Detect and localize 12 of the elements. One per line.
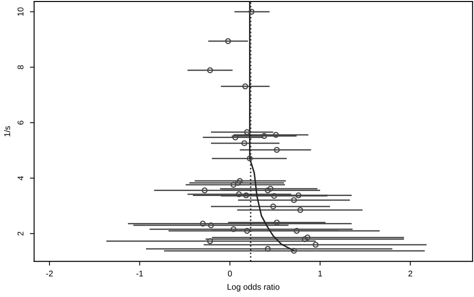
x-tick-label: 2 (408, 270, 412, 276)
x-tick-label: 0 (228, 270, 232, 277)
x-axis-title: Log odds ratio (228, 284, 280, 292)
y-tick-label: 10 (18, 7, 24, 16)
x-tick-label: -1 (136, 270, 143, 276)
y-tick-label: 8 (18, 65, 24, 70)
y-axis-title: 1/s (4, 126, 10, 136)
x-tick-label: -2 (46, 270, 53, 276)
y-tick-label: 4 (18, 176, 24, 180)
y-tick-label: 2 (18, 232, 24, 236)
y-tick-label: 6 (18, 120, 24, 125)
x-tick-label: 1 (318, 270, 322, 276)
